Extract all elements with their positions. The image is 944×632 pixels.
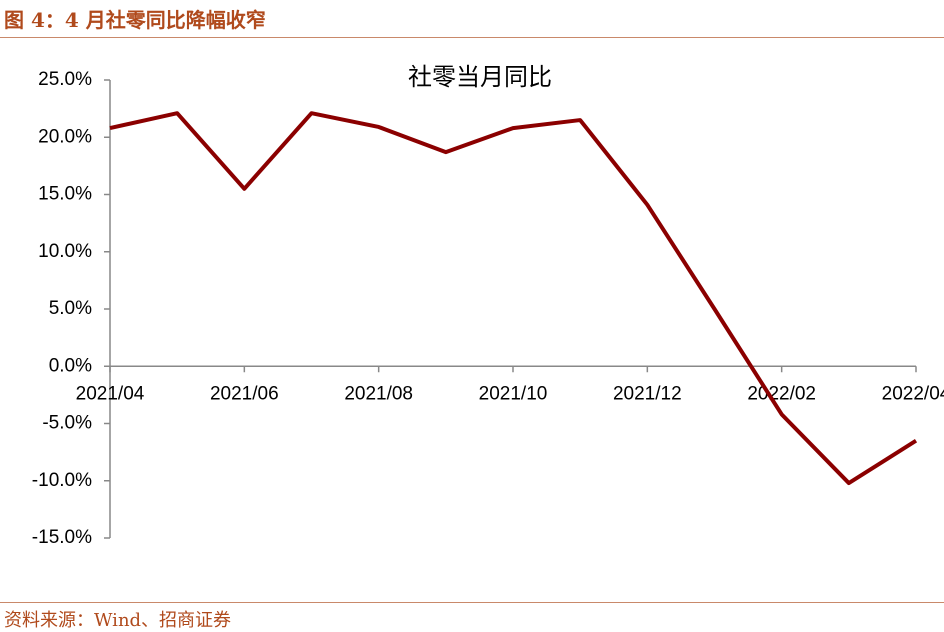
y-tick-label: 0.0% [49,355,92,376]
y-tick-label: 25.0% [38,69,92,90]
figure-caption: 图 4：4 月社零同比降幅收窄 [4,8,266,32]
y-tick-label: 15.0% [38,184,92,205]
x-tick-label: 2021/04 [76,383,145,404]
x-tick-label: 2021/06 [210,383,279,404]
y-tick-label: 20.0% [38,126,92,147]
y-tick-label: 5.0% [49,298,92,319]
header-rule [0,37,944,38]
y-tick-label: -15.0% [32,527,92,548]
x-tick-label: 2022/04 [882,383,944,404]
data-line [109,111,918,486]
x-tick-label: 2022/02 [747,383,816,404]
chart-title: 社零当月同比 [408,63,552,91]
chart: 社零当月同比 -15.0% -10.0% -5.0% 0.0% 5.0% 10.0% 15.… [32,63,944,548]
source-note: 资料来源：Wind、招商证券 [4,610,232,631]
x-tick-label: 2021/10 [479,383,548,404]
y-tick-label: -10.0% [32,470,92,491]
y-tick-label: 10.0% [38,241,92,262]
x-tick-label: 2021/12 [613,383,682,404]
footer-rule [0,602,944,603]
x-tick-label: 2021/08 [344,383,413,404]
y-tick-label: -5.0% [42,413,92,434]
